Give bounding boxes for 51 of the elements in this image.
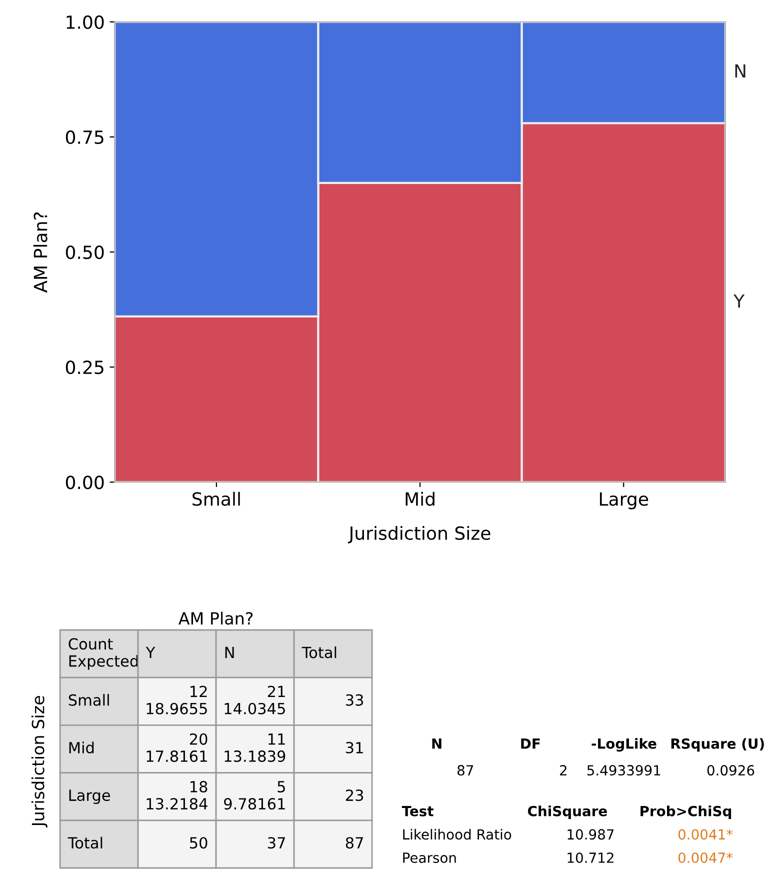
text: 21 14.0345 bbox=[224, 686, 285, 714]
text: 33 bbox=[346, 694, 364, 706]
text: Large bbox=[69, 790, 110, 804]
x-tick-label: Small bbox=[192, 492, 240, 506]
category-label: -LogLike bbox=[592, 738, 656, 752]
text: 10.987 bbox=[568, 829, 614, 840]
text: AM Plan? bbox=[178, 612, 253, 625]
y-tick-label: 0.00 bbox=[66, 476, 104, 490]
category-label: Y bbox=[146, 646, 156, 658]
text: 11 13.1839 bbox=[224, 734, 286, 762]
text: 31 bbox=[346, 742, 363, 754]
text: 18 13.2184 bbox=[146, 780, 208, 810]
x-tick-label: Large bbox=[600, 492, 648, 510]
category-label: Total bbox=[302, 646, 336, 658]
category-label: ChiSquare bbox=[528, 806, 607, 820]
text: Pearson bbox=[403, 852, 456, 863]
text: 87 bbox=[458, 765, 474, 776]
text: 87 bbox=[346, 837, 363, 849]
x-axis-title: Jurisdiction Size bbox=[348, 526, 490, 544]
text: Likelihood Ratio bbox=[403, 828, 512, 840]
y-tick-label: 0.25 bbox=[66, 360, 104, 374]
category-label: RSquare (U) bbox=[671, 738, 764, 752]
text: Jurisdiction Size bbox=[31, 696, 48, 828]
text: 5 9.78161 bbox=[224, 781, 285, 810]
text: 10.712 bbox=[568, 852, 614, 863]
category-label: DF bbox=[521, 738, 540, 749]
text: 12 18.9655 bbox=[146, 686, 207, 714]
text: Total bbox=[68, 836, 102, 849]
y-tick-label: 0.50 bbox=[66, 245, 104, 260]
series-label: N bbox=[735, 64, 746, 78]
y-tick-label: 0.75 bbox=[66, 130, 104, 144]
x-tick-label: Mid bbox=[406, 492, 434, 506]
y-axis-title: AM Plan? bbox=[33, 212, 48, 293]
y-tick-label: 1.00 bbox=[66, 15, 104, 29]
series-label: Y bbox=[734, 294, 745, 308]
text: 20 17.8161 bbox=[146, 733, 208, 762]
text: 0.0047* bbox=[678, 852, 733, 863]
category-label: Prob>ChiSq bbox=[640, 806, 732, 820]
text: 0.0926 bbox=[707, 765, 754, 776]
text: 37 bbox=[268, 837, 285, 849]
text: 5.4933991 bbox=[587, 765, 660, 776]
text: Small bbox=[68, 694, 109, 706]
category-label: Count Expected bbox=[68, 638, 138, 670]
text: 50 bbox=[190, 837, 208, 849]
text: 23 bbox=[346, 789, 364, 802]
text: 0.0041* bbox=[678, 829, 733, 840]
text: Mid bbox=[69, 742, 94, 754]
text: 2 bbox=[560, 765, 566, 776]
category-label: Test bbox=[402, 806, 434, 816]
category-label: N bbox=[432, 738, 442, 749]
category-label: N bbox=[225, 646, 234, 658]
